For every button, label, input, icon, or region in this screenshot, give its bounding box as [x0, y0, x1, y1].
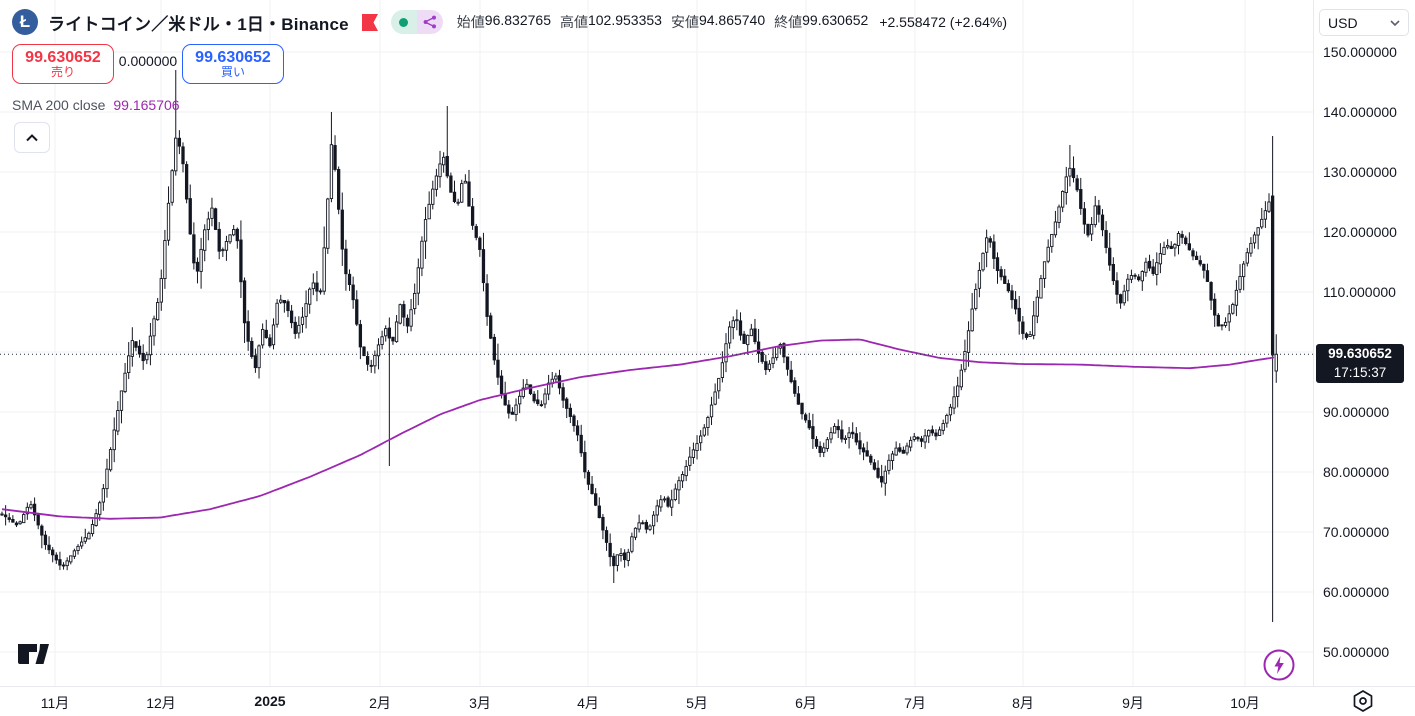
lightning-boost-button[interactable] [1262, 648, 1296, 682]
indicator-value: 99.165706 [113, 97, 180, 113]
time-axis-label: 12月 [146, 695, 176, 711]
collapse-legend-button[interactable] [14, 122, 50, 153]
spread-value: 0.000000 [118, 53, 178, 69]
flag-icon[interactable] [359, 11, 381, 33]
price-axis-label: 130.000000 [1323, 164, 1397, 180]
price-axis-label: 90.000000 [1323, 404, 1390, 420]
time-axis-label: 10月 [1230, 695, 1260, 711]
low-label: 安値 [670, 14, 699, 30]
close-label: 終値 [774, 14, 803, 30]
price-axis-label: 120.000000 [1323, 224, 1397, 240]
indicator-legend[interactable]: SMA 200 close 99.165706 [12, 97, 180, 113]
last-price-value: 99.630652 [1328, 346, 1392, 362]
sell-button[interactable]: 99.630652 売り [12, 44, 114, 84]
time-axis-label: 9月 [1122, 695, 1144, 711]
tradingview-logo[interactable] [16, 642, 52, 671]
currency-value: USD [1328, 14, 1358, 31]
time-axis-label: 4月 [577, 695, 599, 711]
sell-price: 99.630652 [25, 48, 101, 66]
trade-panel: 99.630652 売り 0.000000 99.630652 買い [12, 44, 284, 84]
time-axis-label: 2025 [254, 693, 286, 709]
lightning-icon [1263, 649, 1295, 681]
litecoin-logo-icon: Ł [12, 9, 38, 35]
change-value: +2.558472 (+2.64%) [879, 14, 1007, 30]
market-status-icon [390, 10, 417, 34]
buy-price: 99.630652 [195, 48, 271, 66]
chevron-down-icon [1390, 19, 1400, 26]
currency-selector[interactable]: USD [1319, 9, 1409, 36]
price-axis-label: 140.000000 [1323, 104, 1397, 120]
high-label: 高値 [559, 14, 588, 30]
open-label: 始値 [456, 14, 485, 30]
price-axis-label: 70.000000 [1323, 524, 1390, 540]
price-axis-label: 150.000000 [1323, 44, 1397, 60]
buy-button[interactable]: 99.630652 買い [182, 44, 284, 84]
high-value: 102.953353 [587, 12, 662, 28]
ohlc-readout: 始値 96.832765 高値 102.953353 安値 94.865740 終値 9… [457, 12, 1007, 32]
last-price-label: 99.630652 17:15:37 [1316, 344, 1404, 384]
price-axis[interactable]: USD 99.630652 17:15:37 150.000000 140.000… [1313, 0, 1415, 686]
open-value: 96.832765 [484, 12, 551, 28]
time-axis-label: 5月 [686, 695, 708, 711]
price-chart-canvas[interactable] [0, 0, 1313, 686]
time-axis-label: 7月 [904, 695, 926, 711]
sell-label: 売り [50, 65, 75, 80]
price-axis-label: 50.000000 [1323, 644, 1390, 660]
chevron-up-icon [26, 133, 38, 141]
low-value: 94.865740 [698, 12, 766, 28]
symbol-title: ライトコイン／米ドル・1日・Binance [48, 14, 349, 34]
status-share-pill[interactable] [390, 10, 443, 34]
price-axis-label: 80.000000 [1323, 464, 1390, 480]
settings-button[interactable] [1350, 689, 1376, 713]
chart-header: Ł ライトコイン／米ドル・1日・Binance 始値 96.832765 高値 10… [12, 9, 1007, 35]
time-axis-label: 8月 [1012, 695, 1034, 711]
gear-icon [1353, 690, 1373, 712]
price-axis-label: 60.000000 [1323, 584, 1390, 600]
bar-countdown: 17:15:37 [1333, 364, 1387, 380]
time-axis-label: 6月 [795, 695, 817, 711]
time-axis-label: 3月 [469, 695, 491, 711]
share-icon [416, 10, 443, 34]
buy-label: 買い [220, 65, 245, 80]
time-axis[interactable]: 11月 12月 2025 2月 3月 4月 5月 6月 7月 8月 9月 10月 [0, 686, 1415, 716]
time-axis-label: 11月 [40, 695, 70, 711]
time-axis-label: 2月 [369, 695, 391, 711]
close-value: 99.630652 [802, 12, 869, 28]
price-axis-label: 110.000000 [1323, 284, 1396, 300]
indicator-name: SMA 200 close [12, 97, 106, 113]
